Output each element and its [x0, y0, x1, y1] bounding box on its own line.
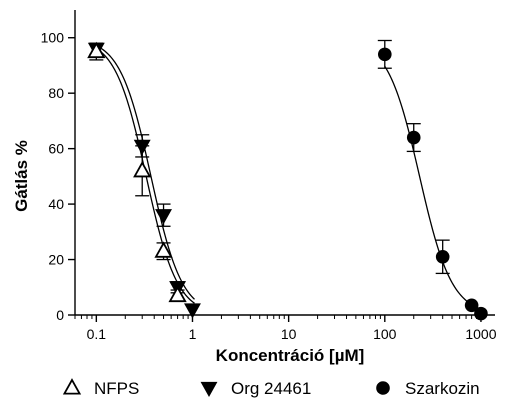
legend: NFPS Org 24461 Szarkozin: [62, 378, 480, 398]
data-point-nfps: [154, 241, 173, 258]
legend-marker-org-24461: [200, 381, 218, 398]
x-tick-label: 10: [281, 326, 297, 342]
data-point-szarkozin: [377, 47, 392, 62]
y-tick-label: 60: [48, 141, 64, 157]
data-point-szarkozin: [435, 249, 450, 264]
y-tick-label: 0: [56, 307, 64, 323]
legend-label: Szarkozin: [405, 379, 480, 398]
fit-curves: [95, 45, 484, 311]
data-point-nfps: [87, 41, 106, 59]
data-point-org-24461: [184, 303, 201, 319]
legend-label: Org 24461: [231, 379, 311, 398]
data-point-nfps: [133, 160, 152, 178]
axes: 0 20 40 60 80 100 0.1 1 10 100 1000: [41, 10, 497, 342]
data-point-szarkozin: [406, 130, 421, 145]
data-point-szarkozin: [464, 298, 479, 313]
data-points: [87, 39, 488, 321]
x-axis-title: Koncentráció [µM]: [216, 346, 365, 365]
legend-marker-nfps: [62, 378, 82, 395]
legend-marker-szarkozin: [376, 381, 390, 395]
y-tick-label: 100: [41, 30, 65, 46]
fit-curve-szarkozin: [384, 65, 484, 311]
data-point-szarkozin: [474, 306, 488, 321]
x-tick-label: 1: [189, 326, 197, 342]
data-point-org-24461: [155, 209, 172, 225]
y-tick-label: 20: [48, 252, 64, 268]
data-point-nfps: [168, 285, 187, 303]
fit-curve-org-24461: [96, 45, 195, 300]
y-tick-label: 40: [48, 196, 64, 212]
legend-label: NFPS: [94, 379, 139, 398]
x-tick-label: 1000: [465, 326, 496, 342]
y-tick-label: 80: [48, 85, 64, 101]
y-axis-title: Gátlás %: [12, 140, 31, 212]
x-tick-label: 100: [373, 326, 397, 342]
x-tick-label: 0.1: [87, 326, 107, 342]
